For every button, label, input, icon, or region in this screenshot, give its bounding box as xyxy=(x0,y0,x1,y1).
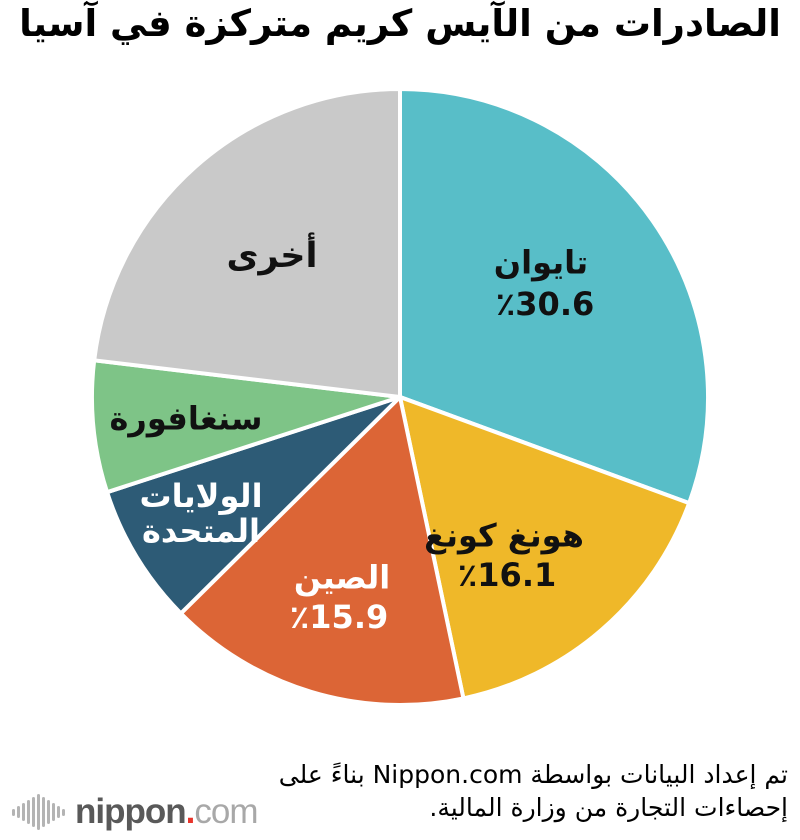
credit-line-2: إحصاءات التجارة من وزارة المالية. xyxy=(429,793,788,822)
slice-label-hongkong: هونغ كونغ xyxy=(424,516,584,555)
source-credit: تم إعداد البيانات بواسطة Nippon.com بناء… xyxy=(180,758,788,824)
credit-line-1: تم إعداد البيانات بواسطة Nippon.com بناء… xyxy=(278,760,788,789)
slice-pct-hongkong: ٪16.1 xyxy=(457,556,557,594)
pie-slice-0 xyxy=(398,87,710,506)
slice-label-china: الصين xyxy=(293,558,391,597)
slice-label-united-states: الولايات المتحدة xyxy=(139,476,263,550)
slice-label-singapore: سنغافورة xyxy=(109,399,263,438)
pie-slice-4 xyxy=(90,358,402,495)
slice-pct-taiwan: ٪30.6 xyxy=(495,285,595,323)
slice-pct-china: ٪15.9 xyxy=(289,598,389,636)
logo-text: nippon.com xyxy=(75,792,258,832)
logo-dot: . xyxy=(185,792,196,831)
pie-slice-5 xyxy=(92,87,402,399)
logo-name: nippon xyxy=(75,792,187,831)
slice-label-taiwan: تايوان xyxy=(493,243,589,282)
nippon-logo: nippon.com xyxy=(12,792,258,832)
pie-slice-1 xyxy=(398,395,692,701)
pie-slice-2 xyxy=(178,395,466,707)
slice-label-other: أخرى xyxy=(226,235,318,276)
chart-title: الصادرات من الآيس كريم متركزة في آسيا xyxy=(19,2,781,45)
logo-tld: com xyxy=(194,792,258,831)
soundwave-icon xyxy=(12,792,65,832)
pie-slice-3 xyxy=(105,395,402,616)
